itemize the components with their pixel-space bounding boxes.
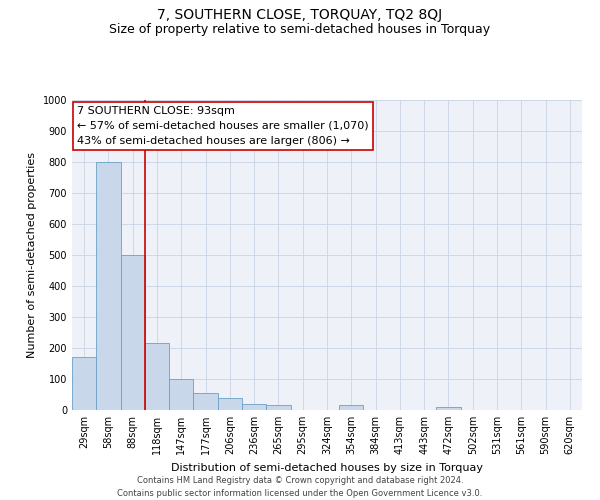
X-axis label: Distribution of semi-detached houses by size in Torquay: Distribution of semi-detached houses by …	[171, 462, 483, 472]
Bar	[169, 379, 193, 410]
Bar	[242, 404, 266, 410]
Bar	[436, 407, 461, 410]
Bar	[218, 398, 242, 410]
Bar	[193, 393, 218, 410]
Bar	[339, 406, 364, 410]
Bar	[72, 358, 96, 410]
Bar	[96, 162, 121, 410]
Bar	[121, 255, 145, 410]
Text: Size of property relative to semi-detached houses in Torquay: Size of property relative to semi-detach…	[109, 22, 491, 36]
Bar	[266, 406, 290, 410]
Text: Contains HM Land Registry data © Crown copyright and database right 2024.
Contai: Contains HM Land Registry data © Crown c…	[118, 476, 482, 498]
Bar	[145, 344, 169, 410]
Text: 7, SOUTHERN CLOSE, TORQUAY, TQ2 8QJ: 7, SOUTHERN CLOSE, TORQUAY, TQ2 8QJ	[157, 8, 443, 22]
Text: 7 SOUTHERN CLOSE: 93sqm
← 57% of semi-detached houses are smaller (1,070)
43% of: 7 SOUTHERN CLOSE: 93sqm ← 57% of semi-de…	[77, 106, 369, 146]
Y-axis label: Number of semi-detached properties: Number of semi-detached properties	[27, 152, 37, 358]
